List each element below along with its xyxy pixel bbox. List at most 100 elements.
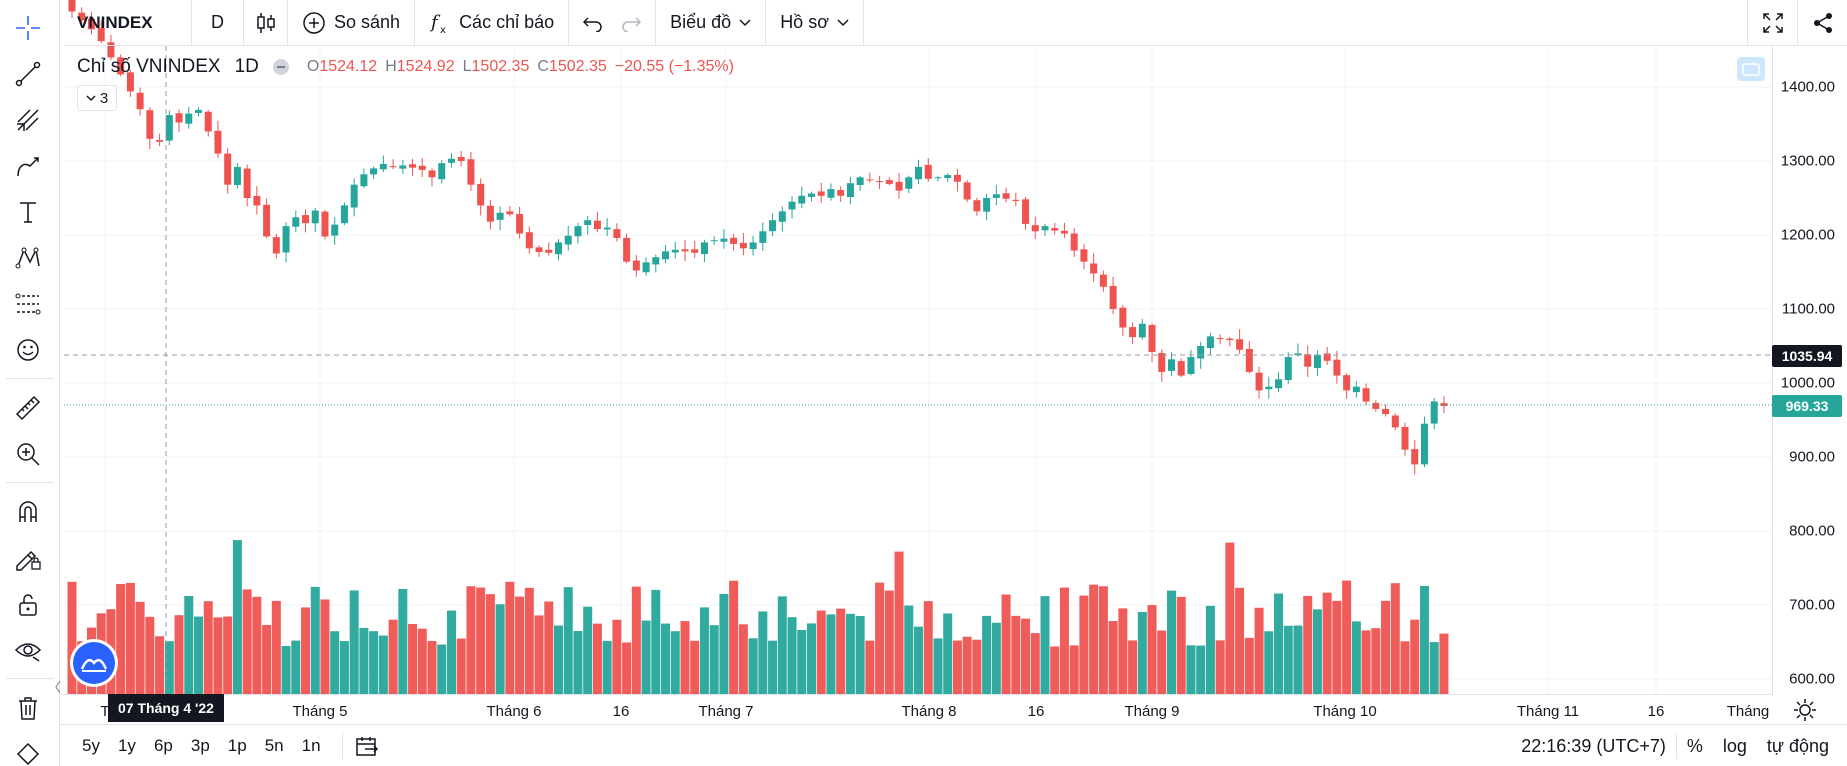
remove-drawings-tool[interactable] — [10, 690, 46, 726]
volume-bar — [223, 616, 233, 694]
candle-body — [311, 210, 319, 224]
volume-bar — [116, 584, 126, 694]
hide-drawings-tool[interactable] — [10, 632, 46, 668]
calendar-range-icon[interactable] — [355, 735, 379, 757]
price-axis[interactable]: 1400.00 1300.00 1200.00 1100.00 1000.00 … — [1772, 46, 1847, 696]
volume-bar — [806, 623, 816, 694]
pattern-tool[interactable] — [10, 240, 46, 276]
volume-bar — [884, 590, 894, 694]
range-6m-button[interactable]: 6p — [153, 735, 173, 755]
gear-icon[interactable] — [1792, 697, 1818, 723]
candle-body — [1012, 199, 1020, 201]
zoom-tool[interactable] — [10, 436, 46, 472]
lock-drawings-tool[interactable] — [10, 540, 46, 576]
legend-collapse-button[interactable]: 3 — [77, 85, 117, 111]
candle-body — [399, 165, 407, 169]
candle-body — [292, 217, 300, 227]
volume-bar — [1303, 595, 1313, 694]
volume-bar — [1400, 641, 1410, 694]
volume-bar — [1050, 646, 1060, 694]
candle-body — [1420, 423, 1428, 465]
crosshair-tool[interactable] — [10, 10, 46, 46]
candle-body — [1080, 249, 1088, 262]
volume-bar — [1196, 645, 1206, 694]
brush-tool[interactable] — [10, 148, 46, 184]
chart-menu-button[interactable]: Biểu đồ — [656, 0, 767, 46]
candle-body — [1411, 449, 1419, 465]
log-toggle[interactable]: log — [1722, 735, 1747, 756]
text-icon — [20, 202, 36, 223]
auto-scale-toggle[interactable]: tự động — [1766, 735, 1829, 756]
text-tool[interactable] — [10, 194, 46, 230]
profile-menu-button[interactable]: Hồ sơ — [766, 0, 865, 46]
clock-label[interactable]: 22:16:39 (UTC+7) — [1521, 735, 1666, 756]
volume-bar — [125, 582, 135, 694]
share-button[interactable] — [1797, 0, 1847, 46]
time-axis[interactable]: T Tháng 5 Tháng 6 16 Tháng 7 Tháng 8 16 … — [60, 694, 1772, 724]
percent-toggle[interactable]: % — [1686, 735, 1703, 756]
screenshot-button[interactable] — [1737, 57, 1765, 81]
time-tick: Tháng — [1726, 703, 1770, 720]
interval-button[interactable]: D — [192, 0, 244, 46]
candle-body — [1284, 357, 1292, 381]
redo-icon[interactable] — [621, 14, 642, 32]
volume-bar — [1069, 645, 1079, 694]
fib-tool[interactable] — [10, 102, 46, 138]
fullscreen-button[interactable] — [1747, 0, 1797, 46]
volume-bar — [1059, 587, 1069, 694]
candle-body — [846, 183, 854, 198]
volume-bar — [1030, 633, 1040, 694]
volume-bar — [174, 615, 184, 694]
range-1d-button[interactable]: 1n — [301, 735, 321, 755]
mountain-logo-icon — [80, 658, 108, 672]
volume-bar — [972, 639, 982, 694]
volume-bar — [193, 616, 203, 694]
chevron-down-icon — [837, 18, 849, 26]
symbol-search-button[interactable]: VNINDEX — [64, 0, 192, 46]
measure-tool[interactable] — [10, 390, 46, 426]
prediction-tool[interactable] — [10, 286, 46, 322]
candle-body — [1265, 386, 1273, 390]
eye-icon — [14, 643, 42, 662]
legend-symbol-name[interactable]: Chỉ số VNINDEX — [77, 56, 221, 77]
time-tick: Tháng 11 — [1516, 703, 1580, 720]
candle-body — [1041, 226, 1049, 231]
brand-logo[interactable] — [73, 642, 115, 684]
low-key: L — [462, 58, 472, 75]
chart-type-button[interactable] — [244, 0, 288, 46]
volume-bar — [592, 623, 602, 694]
range-1y-button[interactable]: 1y — [117, 735, 136, 755]
candle-body — [1167, 359, 1175, 371]
volume-bar — [690, 640, 700, 694]
range-5y-button[interactable]: 5y — [82, 735, 100, 755]
lock-tool[interactable] — [10, 586, 46, 622]
market-status-icon[interactable] — [272, 59, 289, 75]
price-tick: 1300.00 — [1780, 152, 1835, 170]
candle-body — [564, 235, 572, 245]
candle-body — [340, 205, 348, 224]
chart-grid — [64, 46, 1772, 694]
volume-bar — [145, 616, 155, 694]
icon-tool[interactable] — [10, 332, 46, 368]
range-1m-button[interactable]: 1p — [227, 735, 247, 755]
candle-body — [807, 193, 815, 197]
volume-bar — [1118, 608, 1128, 694]
trend-line-tool[interactable] — [10, 56, 46, 92]
collapse-toolbar-icon[interactable] — [54, 680, 62, 694]
volume-bar — [398, 588, 408, 694]
compare-button[interactable]: So sánh — [288, 0, 416, 46]
time-tick: Tháng 8 — [901, 703, 957, 720]
undo-icon[interactable] — [583, 14, 603, 32]
indicators-button[interactable]: f x Các chỉ báo — [415, 0, 570, 46]
candle-body — [1391, 415, 1399, 428]
range-5d-button[interactable]: 5n — [264, 735, 284, 755]
legend-interval: 1D — [234, 56, 259, 77]
volume-bar — [797, 630, 807, 694]
range-3m-button[interactable]: 3p — [190, 735, 210, 755]
object-tree-tool[interactable] — [10, 736, 46, 766]
close-value: 1502.35 — [548, 58, 607, 75]
pitchfork-icon — [17, 109, 39, 131]
magnet-tool[interactable] — [10, 494, 46, 530]
candle-body — [496, 212, 504, 220]
